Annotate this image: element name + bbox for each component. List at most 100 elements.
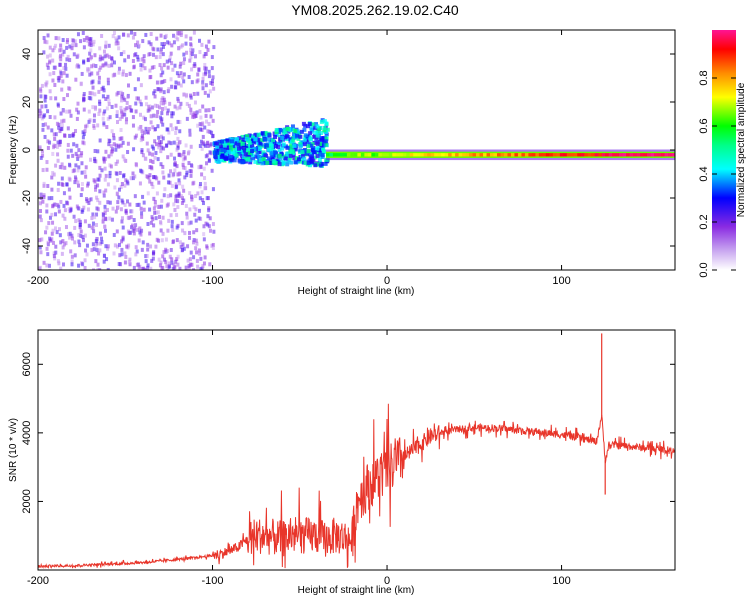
band-cell xyxy=(314,150,319,155)
noise-cell xyxy=(198,38,202,43)
noise-cell xyxy=(207,158,211,163)
noise-cell xyxy=(72,52,76,57)
band-cell xyxy=(313,122,318,127)
noise-cell xyxy=(180,221,184,226)
line-core-cell xyxy=(510,153,515,157)
noise-cell xyxy=(126,141,130,146)
noise-cell xyxy=(146,265,150,270)
noise-cell xyxy=(176,99,180,104)
snr-y-label: SNR (10 * v/v) xyxy=(8,418,19,482)
noise-cell xyxy=(52,145,56,150)
noise-cell xyxy=(73,240,77,245)
noise-cell xyxy=(143,66,147,71)
noise-cell xyxy=(150,144,154,149)
noise-cell xyxy=(48,215,52,220)
noise-cell xyxy=(121,225,125,230)
line-core-cell xyxy=(409,153,414,157)
noise-cell xyxy=(153,139,157,144)
noise-cell xyxy=(60,176,64,181)
noise-cell xyxy=(83,258,87,263)
noise-cell xyxy=(168,58,172,63)
colorbar-axis: 0.00.20.40.60.8 xyxy=(698,70,736,278)
noise-cell xyxy=(123,107,127,112)
band-cell xyxy=(248,158,253,163)
band-cell xyxy=(222,143,227,148)
noise-cell xyxy=(87,197,91,202)
noise-cell xyxy=(102,156,106,161)
line-core-cell xyxy=(640,153,645,157)
noise-cell xyxy=(197,67,201,72)
noise-cell xyxy=(141,39,145,44)
noise-cell xyxy=(84,165,88,170)
noise-cell xyxy=(203,90,207,95)
noise-cell xyxy=(156,157,160,162)
noise-cell xyxy=(140,247,144,252)
noise-cell xyxy=(151,159,155,164)
noise-cell xyxy=(119,127,123,132)
band-cell xyxy=(243,157,248,162)
noise-cell xyxy=(196,123,200,128)
noise-cell xyxy=(65,45,69,50)
noise-cell xyxy=(38,214,42,219)
noise-cell xyxy=(46,65,50,70)
noise-cell xyxy=(91,105,95,110)
noise-cell xyxy=(172,140,176,145)
noise-cell xyxy=(125,117,129,122)
noise-cell xyxy=(147,105,151,110)
noise-cell xyxy=(62,203,66,208)
line-core-cell xyxy=(493,153,498,157)
x-tick-label: -100 xyxy=(202,275,224,287)
noise-cell xyxy=(62,71,66,76)
noise-cell xyxy=(204,44,208,49)
noise-cell xyxy=(164,260,168,265)
noise-cell xyxy=(95,248,99,253)
noise-cell xyxy=(118,117,122,122)
noise-cell xyxy=(93,148,97,153)
noise-cell xyxy=(55,230,59,235)
noise-cell xyxy=(68,235,72,240)
noise-cell xyxy=(212,45,216,50)
line-core-cell xyxy=(598,153,603,157)
noise-cell xyxy=(64,241,68,246)
noise-cell xyxy=(185,211,189,216)
noise-cell xyxy=(90,80,94,85)
band-cell xyxy=(238,159,243,164)
band-cell xyxy=(322,126,327,131)
noise-cell xyxy=(104,216,108,221)
noise-cell xyxy=(184,143,188,148)
noise-cell xyxy=(54,36,58,41)
noise-cell xyxy=(54,250,58,255)
noise-cell xyxy=(166,89,170,94)
noise-cell xyxy=(122,157,126,162)
noise-cell xyxy=(120,114,124,119)
noise-cell xyxy=(201,82,205,87)
noise-cell xyxy=(104,244,108,249)
line-core-cell xyxy=(556,153,561,157)
band-cell xyxy=(239,139,244,144)
noise-cell xyxy=(88,36,92,41)
noise-cell xyxy=(139,232,143,237)
noise-cell xyxy=(139,124,143,129)
noise-cell xyxy=(101,219,105,224)
noise-cell xyxy=(160,134,164,139)
noise-cell xyxy=(178,64,182,69)
noise-cell xyxy=(107,142,111,147)
noise-cell xyxy=(143,130,147,135)
noise-cell xyxy=(162,97,166,102)
band-cell xyxy=(285,134,290,139)
noise-cell xyxy=(194,246,198,251)
band-cell xyxy=(309,154,314,159)
noise-cell xyxy=(82,38,86,43)
noise-cell xyxy=(91,42,95,47)
noise-cell xyxy=(77,165,81,170)
noise-cell xyxy=(127,230,131,235)
band-cell xyxy=(308,131,313,136)
noise-cell xyxy=(59,47,63,52)
noise-cell xyxy=(101,85,105,90)
noise-cell xyxy=(148,231,152,236)
chart-title: YM08.2025.262.19.02.C40 xyxy=(291,2,459,18)
band-cell xyxy=(247,150,252,155)
noise-cell xyxy=(48,72,52,77)
noise-cell xyxy=(167,41,171,46)
noise-cell xyxy=(206,47,210,52)
